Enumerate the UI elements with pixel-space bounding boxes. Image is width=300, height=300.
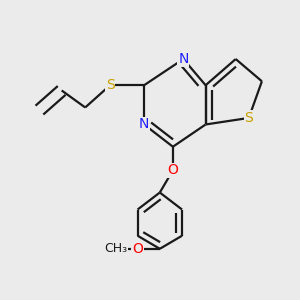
Text: S: S (244, 111, 253, 125)
Text: CH₃: CH₃ (104, 242, 127, 255)
Text: S: S (106, 78, 115, 92)
Text: O: O (132, 242, 143, 256)
Text: N: N (178, 52, 189, 66)
Text: O: O (167, 163, 178, 177)
Text: N: N (139, 118, 149, 131)
